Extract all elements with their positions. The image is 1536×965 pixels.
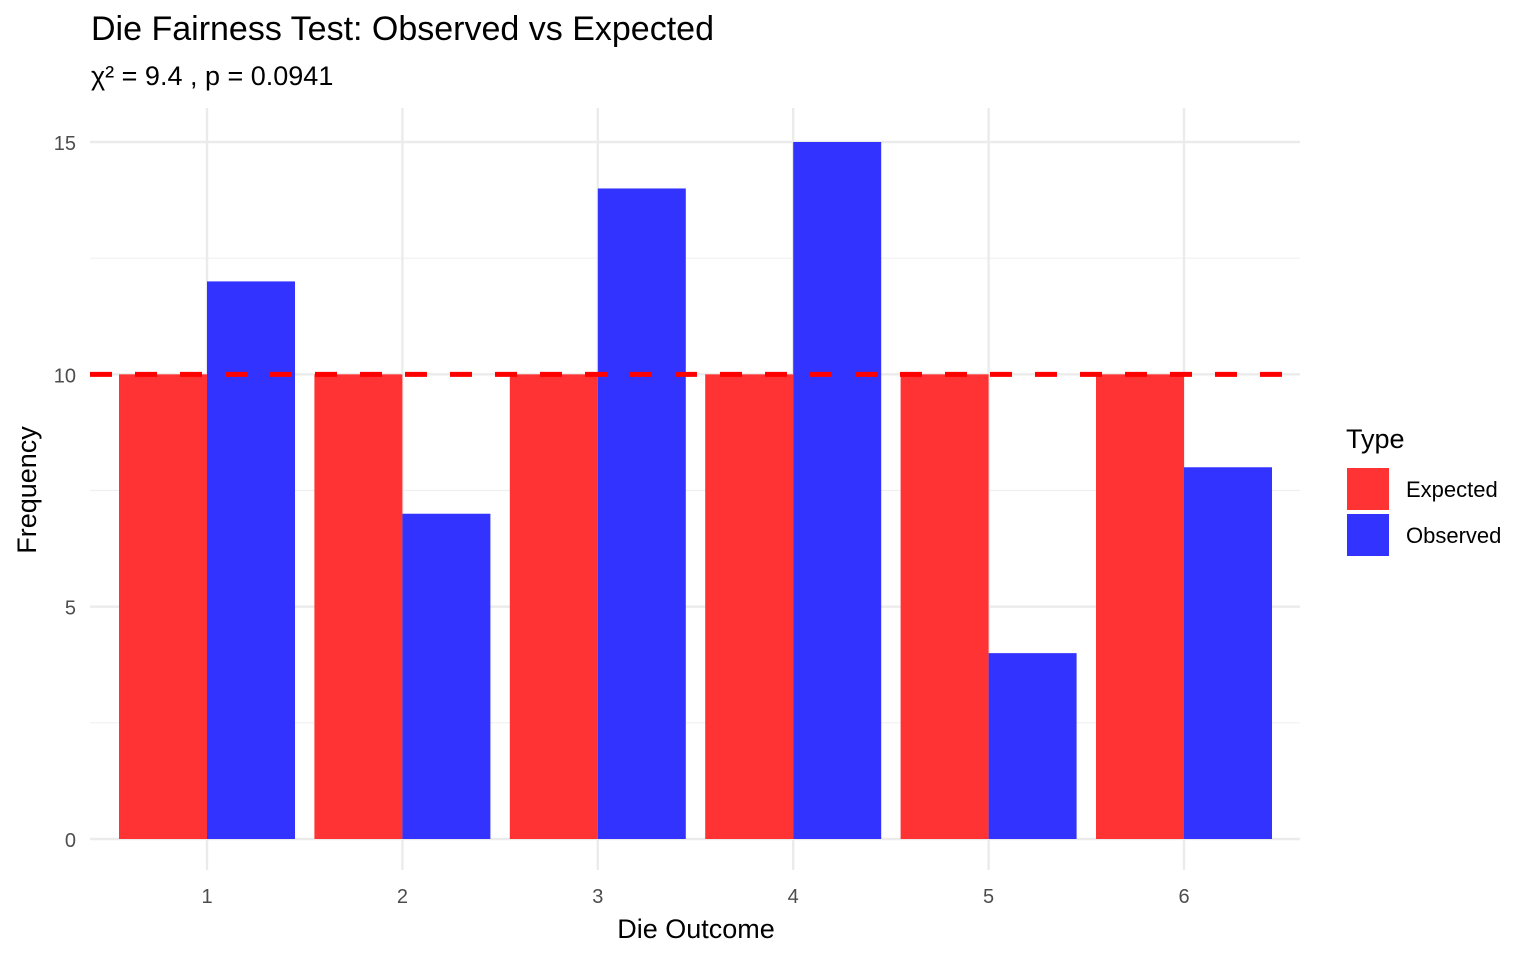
legend: Type Expected Observed [1346, 424, 1501, 556]
bar-observed-4 [793, 142, 882, 839]
chart-title: Die Fairness Test: Observed vs Expected [91, 10, 714, 48]
bar-expected-4 [705, 374, 794, 839]
y-axis-label: Frequency [12, 426, 42, 554]
legend-key-observed [1347, 514, 1389, 556]
chart-subtitle: χ² = 9.4 , p = 0.0941 [91, 61, 333, 91]
y-tick-label: 5 [65, 598, 76, 620]
bar-expected-6 [1096, 374, 1184, 839]
legend-title: Type [1346, 424, 1405, 454]
bar-expected-5 [900, 374, 989, 839]
y-tick-label: 0 [65, 830, 76, 852]
y-tick-label: 10 [54, 365, 76, 387]
bar-observed-6 [1184, 467, 1272, 839]
bar-expected-1 [119, 374, 207, 839]
x-tick-label: 5 [983, 886, 994, 908]
bar-expected-2 [314, 374, 403, 839]
bars [119, 142, 1272, 839]
legend-key-expected [1347, 468, 1389, 510]
x-tick-label: 4 [788, 886, 799, 908]
x-tick-label: 2 [397, 886, 408, 908]
x-tick-label: 3 [592, 886, 603, 908]
bar-observed-1 [207, 281, 295, 839]
bar-observed-5 [988, 653, 1077, 839]
x-tick-label: 6 [1178, 886, 1189, 908]
x-tick-label: 1 [201, 886, 212, 908]
bar-expected-3 [509, 374, 598, 839]
x-axis-label: Die Outcome [617, 914, 775, 944]
y-axis-ticks: 0 5 10 15 [54, 133, 76, 852]
x-axis-ticks: 1 2 3 4 5 6 [201, 886, 1189, 908]
legend-label-observed: Observed [1406, 523, 1501, 548]
legend-label-expected: Expected [1406, 477, 1498, 502]
bar-observed-2 [402, 513, 491, 839]
y-tick-label: 15 [54, 133, 76, 155]
bar-observed-3 [597, 188, 686, 839]
